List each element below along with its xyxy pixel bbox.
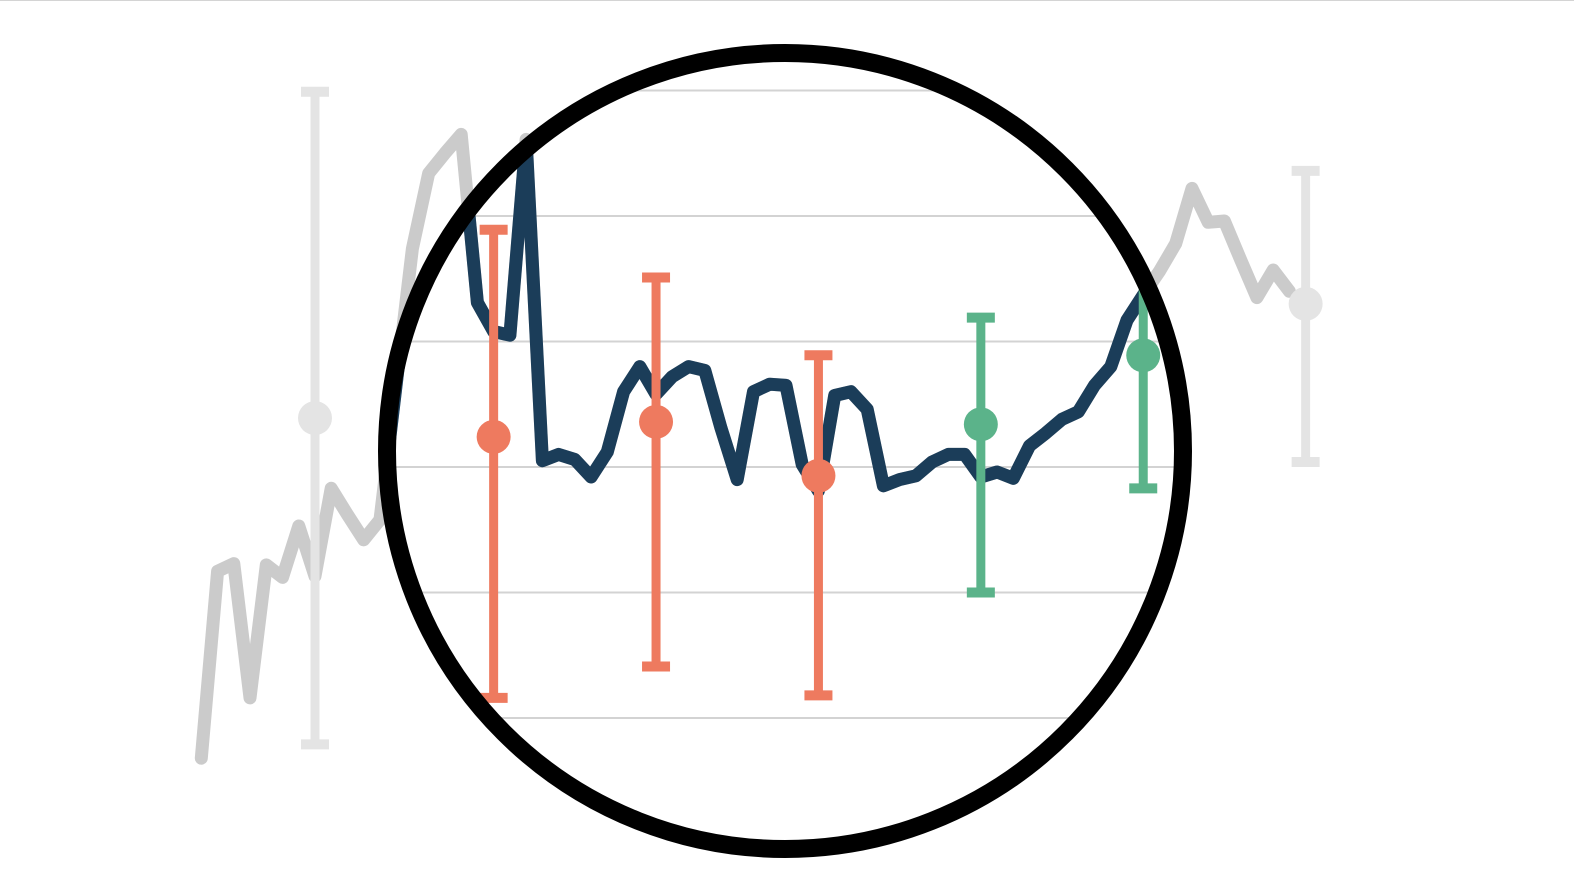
error-bar <box>801 350 836 701</box>
error-bar <box>963 312 998 598</box>
lens-circle <box>378 44 1192 858</box>
error-bar-mean-point <box>963 407 998 442</box>
error-bar-mean-point <box>298 401 332 436</box>
error-bar <box>639 272 674 672</box>
focus-layer <box>387 89 1183 765</box>
error-bar <box>476 224 511 703</box>
error-bar-mean-point <box>476 419 511 454</box>
context-layer <box>194 86 1323 765</box>
error-bar-mean-point <box>1288 286 1323 321</box>
error-bar-mean-point <box>1126 338 1161 373</box>
series-line-focus <box>387 127 1183 765</box>
error-bar <box>298 86 332 750</box>
error-bar-mean-point <box>639 404 674 439</box>
error-bar-mean-point <box>801 458 836 493</box>
error-bar <box>1288 165 1323 467</box>
